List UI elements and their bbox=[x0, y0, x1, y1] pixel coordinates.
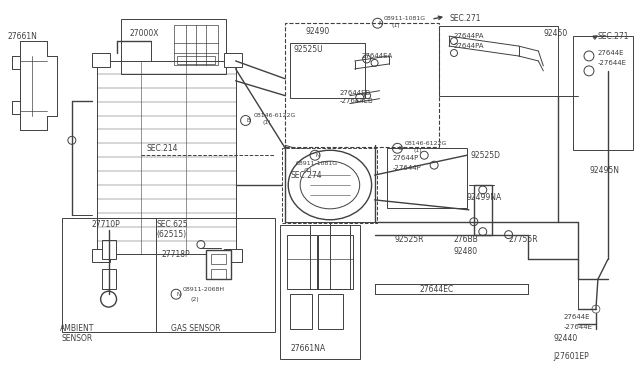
Bar bbox=[97, 61, 236, 254]
Bar bbox=[280, 225, 360, 359]
Text: 27644EA: 27644EA bbox=[362, 53, 393, 59]
Text: 27718P: 27718P bbox=[161, 250, 190, 259]
Text: 92450: 92450 bbox=[543, 29, 568, 38]
Text: 27661N: 27661N bbox=[7, 32, 37, 41]
Text: 27644PA: 27644PA bbox=[454, 33, 484, 39]
Text: J27601EP: J27601EP bbox=[553, 352, 589, 361]
Text: 08911-1081G: 08911-1081G bbox=[295, 161, 337, 166]
Text: AMBIENT: AMBIENT bbox=[60, 324, 94, 333]
Text: 08146-6122G: 08146-6122G bbox=[404, 141, 447, 146]
Text: N: N bbox=[316, 153, 320, 158]
Bar bbox=[474, 185, 492, 235]
Text: N: N bbox=[378, 21, 383, 26]
Text: -27644E: -27644E bbox=[563, 324, 592, 330]
Text: 27661NA: 27661NA bbox=[290, 344, 325, 353]
Text: (1): (1) bbox=[262, 120, 271, 125]
Text: (1): (1) bbox=[413, 148, 422, 153]
Text: -27644E: -27644E bbox=[598, 60, 627, 66]
Text: 08146-6122G: 08146-6122G bbox=[253, 113, 296, 118]
Bar bbox=[122, 19, 226, 74]
Text: (1): (1) bbox=[392, 23, 400, 28]
Bar bbox=[318, 235, 353, 289]
Bar bbox=[287, 235, 317, 289]
Text: 08911-1081G: 08911-1081G bbox=[383, 16, 426, 21]
Bar bbox=[174, 25, 218, 65]
Text: 27644EB: 27644EB bbox=[340, 90, 371, 96]
Bar bbox=[282, 148, 376, 223]
Text: 92525R: 92525R bbox=[394, 235, 424, 244]
Bar bbox=[102, 269, 116, 289]
Bar bbox=[224, 248, 241, 262]
Text: N: N bbox=[177, 292, 181, 297]
Text: 27644EC: 27644EC bbox=[419, 285, 454, 294]
Text: 27644PA: 27644PA bbox=[454, 43, 484, 49]
Text: -27644P: -27644P bbox=[392, 165, 421, 171]
Bar bbox=[177, 56, 215, 64]
Text: 92495N: 92495N bbox=[590, 166, 620, 174]
Text: 92525U: 92525U bbox=[293, 45, 323, 54]
Bar bbox=[211, 254, 226, 264]
Text: SEC.271: SEC.271 bbox=[598, 32, 629, 41]
Bar bbox=[102, 240, 116, 259]
Bar bbox=[211, 269, 226, 279]
Text: 27644E: 27644E bbox=[598, 50, 625, 56]
Text: -27644EB: -27644EB bbox=[340, 97, 374, 104]
Bar bbox=[224, 53, 241, 67]
Text: 27755R: 27755R bbox=[509, 235, 538, 244]
Text: GAS SENSOR: GAS SENSOR bbox=[171, 324, 221, 333]
Text: 92499NA: 92499NA bbox=[467, 193, 502, 202]
Text: 27644E: 27644E bbox=[563, 314, 589, 320]
Text: 276BB: 276BB bbox=[454, 235, 479, 244]
Bar bbox=[92, 248, 109, 262]
Bar bbox=[285, 23, 439, 147]
Text: 92440: 92440 bbox=[553, 334, 577, 343]
Text: 92480: 92480 bbox=[454, 247, 478, 256]
Text: B: B bbox=[399, 146, 402, 151]
Text: 92525D: 92525D bbox=[471, 151, 501, 160]
Text: 92490: 92490 bbox=[305, 27, 330, 36]
Bar bbox=[318, 294, 343, 329]
Text: (62515): (62515) bbox=[156, 230, 186, 239]
Bar bbox=[92, 53, 109, 67]
Text: SEC.214: SEC.214 bbox=[147, 144, 178, 153]
Text: (1): (1) bbox=[303, 168, 312, 173]
Bar bbox=[387, 148, 467, 208]
Bar bbox=[290, 43, 365, 98]
Text: SEC.274: SEC.274 bbox=[290, 171, 322, 180]
Bar bbox=[290, 294, 312, 329]
Text: 08911-2068H: 08911-2068H bbox=[183, 287, 225, 292]
Text: 27000X: 27000X bbox=[129, 29, 159, 38]
Bar bbox=[62, 218, 275, 332]
Text: SENSOR: SENSOR bbox=[61, 334, 92, 343]
Bar bbox=[206, 250, 230, 279]
Text: 27710P: 27710P bbox=[92, 220, 120, 229]
Text: SEC.271: SEC.271 bbox=[449, 14, 481, 23]
Text: B: B bbox=[247, 118, 250, 123]
Text: SEC.625: SEC.625 bbox=[156, 220, 188, 229]
Bar bbox=[573, 36, 633, 150]
Bar bbox=[439, 26, 558, 96]
Text: 27644P: 27644P bbox=[392, 155, 419, 161]
Text: (2): (2) bbox=[191, 296, 200, 302]
